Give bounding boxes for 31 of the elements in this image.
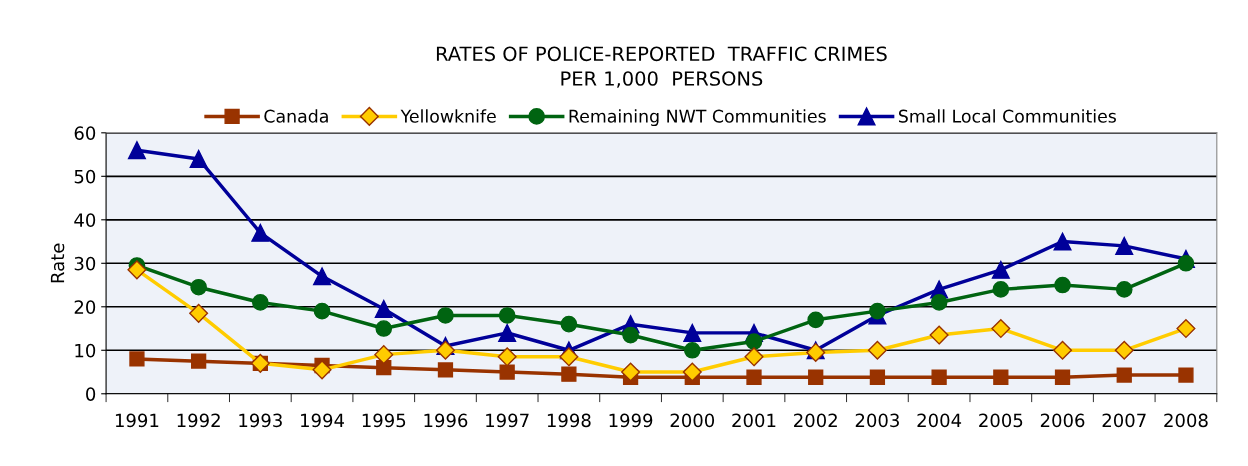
chart-title: RATES OF POLICE-REPORTED TRAFFIC CRIMES PER 1,000 PERSONS xyxy=(436,46,887,88)
y-tick-label: 20 xyxy=(74,300,96,314)
x-tick-label: 2000 xyxy=(670,413,715,428)
x-tick-label: 2001 xyxy=(732,413,776,428)
x-tick-label: 1993 xyxy=(239,413,282,428)
x-tick-label: 1994 xyxy=(301,413,345,428)
legend-label: Remaining NWT Communities xyxy=(569,109,826,127)
x-tick-label: 2004 xyxy=(917,413,962,428)
x-tick-label: 2007 xyxy=(1102,413,1146,428)
legend-label: Canada xyxy=(264,109,328,123)
y-tick-label: 0 xyxy=(86,387,96,401)
x-tick-label: 2008 xyxy=(1164,413,1208,428)
x-tick-label: 2003 xyxy=(855,413,899,428)
y-tick-label: 10 xyxy=(75,343,96,358)
x-tick-label: 1996 xyxy=(424,413,468,428)
x-tick-label: 1991 xyxy=(115,413,159,428)
x-tick-label: 1999 xyxy=(609,413,653,428)
y-tick-label: 50 xyxy=(74,169,96,184)
y-tick-label: 40 xyxy=(74,213,96,227)
x-tick-label: 2005 xyxy=(979,413,1023,428)
x-tick-label: 2002 xyxy=(794,413,837,428)
x-tick-label: 1997 xyxy=(486,413,529,428)
x-tick-label: 2006 xyxy=(1040,413,1085,428)
y-tick-label: 60 xyxy=(74,126,96,140)
legend-label: Yellowknife xyxy=(400,109,496,123)
legend-label: Small Local Communities xyxy=(898,109,1116,123)
x-tick-label: 1998 xyxy=(547,413,591,428)
y-axis-title: Rate xyxy=(50,243,65,283)
x-tick-label: 1995 xyxy=(362,413,406,428)
y-tick-label: 30 xyxy=(74,256,96,271)
x-tick-label: 1992 xyxy=(177,413,220,428)
